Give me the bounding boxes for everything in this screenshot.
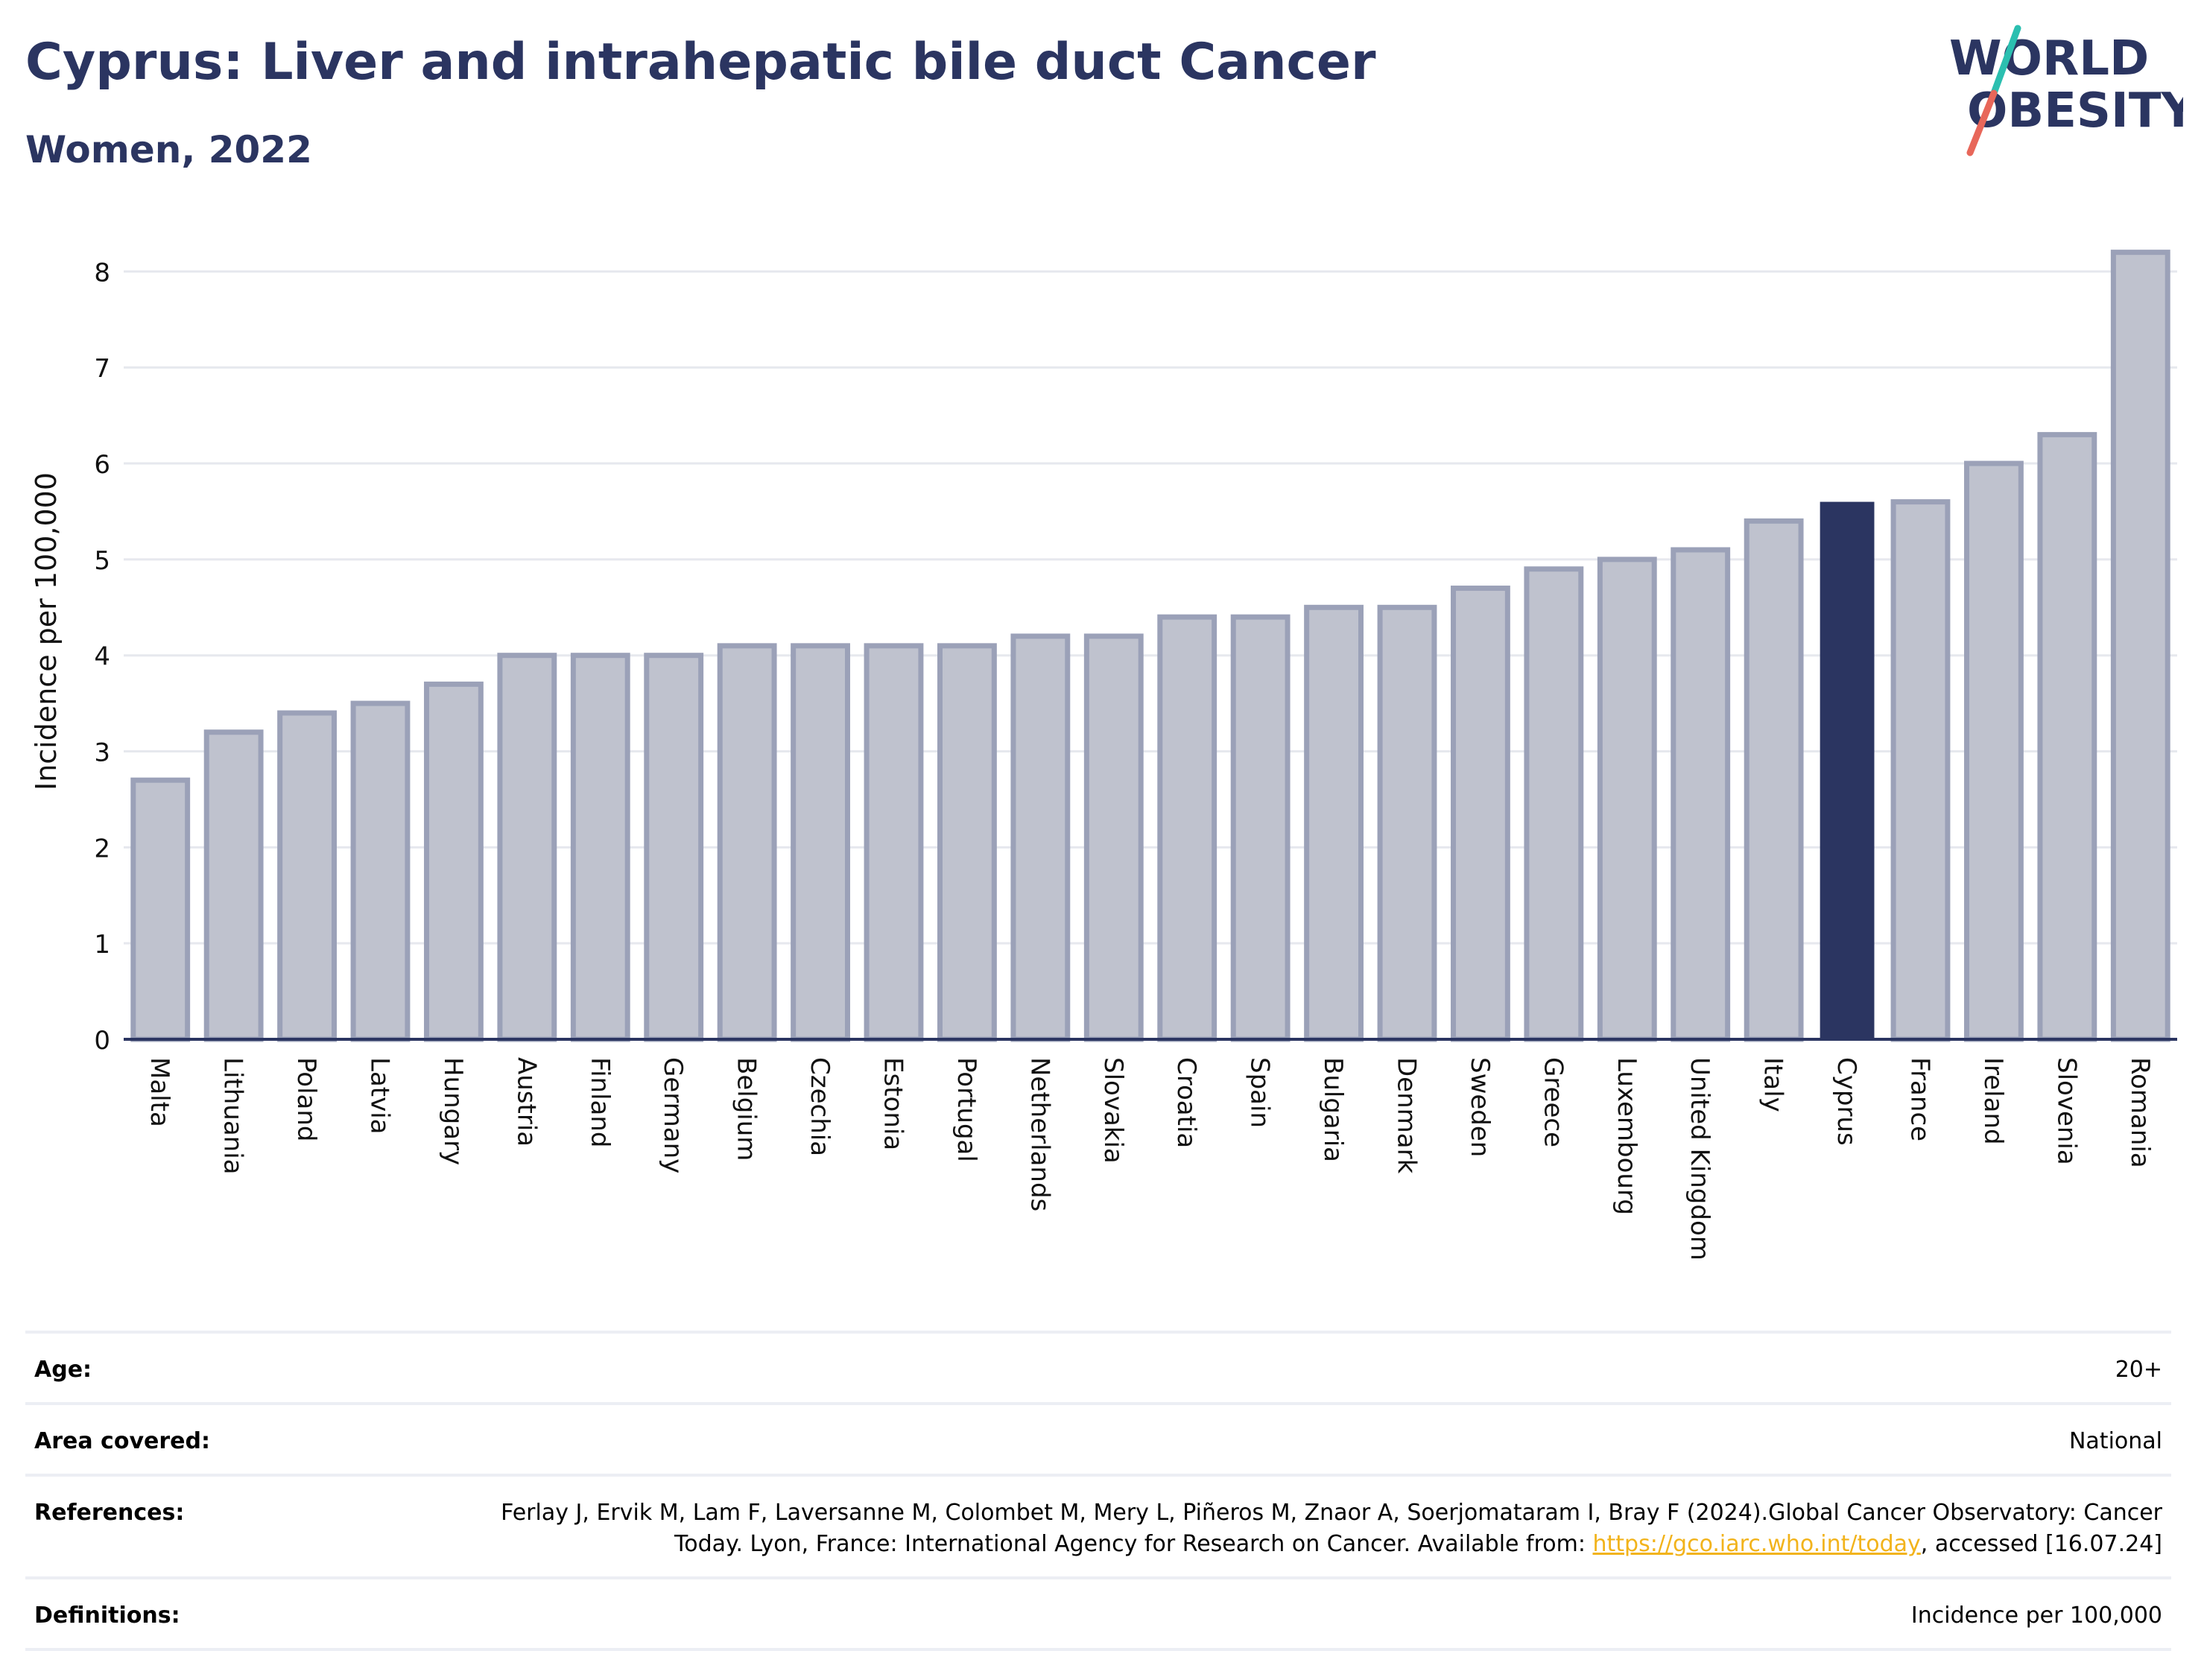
bar-germany [644, 653, 704, 1042]
x-tick-label: Spain [1245, 1057, 1275, 1128]
logo-text-world: WORLD [1949, 31, 2149, 86]
info-row-references: References: Ferlay J, Ervik M, Lam F, La… [25, 1474, 2171, 1576]
bar-cyprus [1820, 501, 1875, 1039]
y-tick-label: 1 [94, 930, 110, 960]
y-tick-label: 5 [94, 546, 110, 576]
bar-portugal [937, 643, 997, 1042]
x-tick-label: Lithuania [218, 1057, 248, 1174]
bar-hungary [424, 681, 484, 1042]
x-tick-label: Croatia [1171, 1057, 1201, 1148]
area-label: Area covered: [34, 1428, 210, 1454]
bar-slovenia [2037, 431, 2097, 1042]
y-axis-ticks: 0 1 2 3 4 5 6 7 8 [94, 258, 110, 1056]
bar-malta [130, 777, 191, 1042]
x-tick-label: France [1905, 1057, 1935, 1141]
x-tick-label: Belgium [732, 1057, 761, 1161]
info-row-age: Age: 20+ [25, 1331, 2171, 1402]
bar-denmark [1377, 604, 1437, 1042]
world-obesity-logo: WORLD OBESITY [1949, 25, 2183, 156]
x-tick-label: Latvia [365, 1057, 395, 1135]
y-tick-label: 7 [94, 354, 110, 384]
x-tick-label: Poland [291, 1057, 321, 1142]
age-label: Age: [34, 1357, 92, 1383]
y-tick-label: 3 [94, 738, 110, 768]
references-value: Ferlay J, Ervik M, Lam F, Laversanne M, … [449, 1497, 2162, 1560]
bar-lithuania [203, 729, 264, 1042]
bar-netherlands [1010, 633, 1071, 1042]
logo-slash-bottom [1966, 89, 1998, 156]
info-table: Age: 20+ Area covered: National Referenc… [25, 1331, 2171, 1651]
x-tick-label: Estonia [878, 1057, 908, 1150]
bar-luxembourg [1597, 557, 1657, 1042]
x-axis-ticks: Malta Lithuania Poland Latvia Hungary Austria… [145, 1057, 2155, 1261]
y-tick-label: 8 [94, 258, 110, 288]
bar-ireland [1964, 460, 2024, 1042]
logo-text-obesity: OBESITY [1967, 83, 2183, 139]
x-tick-label: Romania [2125, 1057, 2155, 1168]
definitions-value: Incidence per 100,000 [1910, 1603, 2162, 1629]
definitions-label: Definitions: [34, 1603, 180, 1629]
bars [130, 250, 2170, 1042]
bar-austria [497, 653, 557, 1042]
bar-belgium [717, 643, 777, 1042]
bar-slovakia [1083, 633, 1144, 1042]
x-tick-label: Greece [1538, 1057, 1568, 1147]
bar-latvia [350, 700, 411, 1042]
x-tick-label: Italy [1758, 1057, 1788, 1112]
bar-greece [1524, 566, 1584, 1042]
references-suffix: , accessed [16.07.24] [1920, 1531, 2162, 1557]
bar-finland [570, 653, 630, 1042]
x-tick-label: Malta [145, 1057, 174, 1127]
x-tick-label: Denmark [1392, 1057, 1422, 1174]
y-axis-label: Incidence per 100,000 [30, 472, 63, 790]
y-tick-label: 0 [94, 1026, 110, 1056]
info-row-definitions: Definitions: Incidence per 100,000 [25, 1576, 2171, 1651]
age-value: 20+ [2115, 1357, 2162, 1383]
x-tick-label: Hungary [438, 1057, 468, 1165]
y-tick-label: 2 [94, 834, 110, 863]
x-tick-label: Slovenia [2051, 1057, 2081, 1165]
bar-czechia [791, 643, 850, 1042]
x-tick-label: Netherlands [1025, 1057, 1054, 1211]
info-row-area: Area covered: National [25, 1402, 2171, 1474]
y-tick-label: 4 [94, 642, 110, 672]
bar-sweden [1451, 586, 1510, 1042]
bar-spain [1230, 614, 1291, 1042]
x-tick-label: Ireland [1978, 1057, 2008, 1145]
references-label: References: [34, 1500, 185, 1526]
bar-united-kingdom [1671, 547, 1731, 1042]
bar-france [1890, 499, 1951, 1042]
bar-croatia [1157, 614, 1217, 1042]
bar-italy [1744, 518, 1804, 1042]
bar-estonia [864, 643, 924, 1042]
page-subtitle: Women, 2022 [25, 128, 312, 171]
x-tick-label: Luxembourg [1612, 1057, 1641, 1215]
x-tick-label: Cyprus [1831, 1057, 1861, 1146]
references-text: Ferlay J, Ervik M, Lam F, Laversanne M, … [501, 1500, 2162, 1557]
x-tick-label: United Kingdom [1685, 1057, 1714, 1261]
x-tick-label: Finland [585, 1057, 615, 1148]
references-link[interactable]: https://gco.iarc.who.int/today [1592, 1531, 1921, 1557]
x-tick-label: Sweden [1465, 1057, 1495, 1157]
bar-bulgaria [1304, 604, 1364, 1042]
x-tick-label: Austria [511, 1057, 541, 1147]
bar-romania [2110, 250, 2170, 1042]
area-value: National [2068, 1428, 2162, 1454]
x-tick-label: Slovakia [1098, 1057, 1128, 1164]
bar-poland [277, 710, 337, 1042]
logo-slash-top [1990, 25, 2021, 97]
x-tick-label: Bulgaria [1318, 1057, 1348, 1162]
page-title: Cyprus: Liver and intrahepatic bile duct… [25, 33, 1376, 92]
x-tick-label: Portugal [951, 1057, 981, 1162]
x-tick-label: Czechia [805, 1057, 835, 1156]
x-tick-label: Germany [658, 1057, 688, 1173]
y-tick-label: 6 [94, 450, 110, 480]
bar-chart: 0 1 2 3 4 5 6 7 8 Malta Lithuania Poland Latvia Hung… [30, 250, 2177, 1261]
